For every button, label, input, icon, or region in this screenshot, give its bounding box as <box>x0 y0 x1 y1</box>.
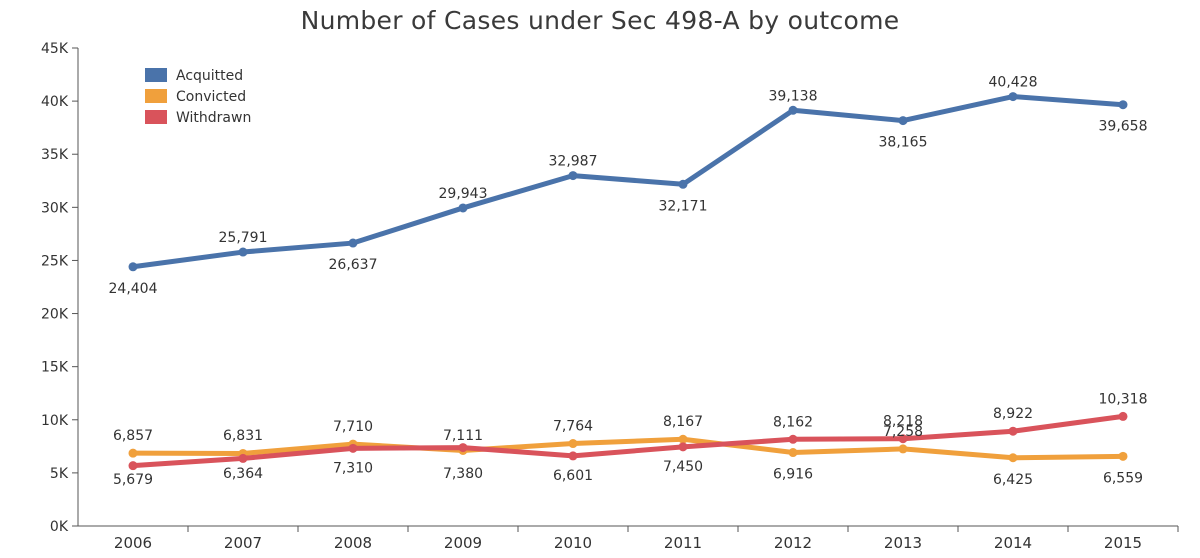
data-label-withdrawn: 5,679 <box>113 472 153 488</box>
series-line-withdrawn <box>130 413 1126 469</box>
data-point-acquitted <box>898 116 908 126</box>
data-point-convicted <box>1118 451 1128 461</box>
y-tick-label: 25K <box>41 253 69 269</box>
data-point-convicted <box>788 448 798 458</box>
legend-swatch-convicted <box>145 89 167 103</box>
data-point-convicted <box>898 444 908 454</box>
data-point-acquitted <box>1008 92 1018 102</box>
y-tick-label: 20K <box>41 307 69 323</box>
data-label-acquitted: 39,658 <box>1099 119 1148 135</box>
data-label-acquitted: 39,138 <box>769 88 818 104</box>
data-point-withdrawn <box>678 442 688 452</box>
x-tick-label: 2006 <box>114 534 152 552</box>
data-point-acquitted <box>1118 100 1128 110</box>
data-label-convicted: 7,710 <box>333 419 373 435</box>
legend-label-convicted: Convicted <box>176 89 246 105</box>
data-label-withdrawn: 6,601 <box>553 468 593 484</box>
x-tick-label: 2008 <box>334 534 372 552</box>
legend-label-acquitted: Acquitted <box>176 68 243 84</box>
data-point-acquitted <box>128 262 138 272</box>
data-label-convicted: 7,111 <box>443 428 483 444</box>
data-label-acquitted: 32,987 <box>549 154 598 170</box>
x-tick-label: 2011 <box>664 534 702 552</box>
data-label-withdrawn: 10,318 <box>1099 391 1148 407</box>
data-point-withdrawn <box>458 443 468 453</box>
data-label-withdrawn: 8,218 <box>883 414 923 430</box>
data-point-acquitted <box>238 247 248 257</box>
data-label-acquitted: 29,943 <box>439 186 488 202</box>
y-tick-label: 40K <box>41 94 69 110</box>
data-point-convicted <box>128 448 138 458</box>
x-tick-label: 2007 <box>224 534 262 552</box>
chart-title: Number of Cases under Sec 498-A by outco… <box>300 6 900 35</box>
x-tick-label: 2015 <box>1104 534 1142 552</box>
data-point-acquitted <box>678 179 688 189</box>
data-label-convicted: 8,167 <box>663 414 703 430</box>
y-tick-label: 30K <box>41 200 69 216</box>
y-tick-label: 5K <box>50 466 69 482</box>
data-label-acquitted: 38,165 <box>879 135 928 151</box>
data-label-acquitted: 26,637 <box>329 257 378 273</box>
data-point-withdrawn <box>128 461 138 471</box>
data-point-withdrawn <box>568 451 578 461</box>
data-point-acquitted <box>568 171 578 181</box>
data-label-convicted: 7,258 <box>883 424 923 440</box>
data-point-withdrawn <box>1008 426 1018 436</box>
data-label-withdrawn: 7,450 <box>663 459 703 475</box>
data-point-acquitted <box>348 238 358 248</box>
x-tick-label: 2009 <box>444 534 482 552</box>
data-label-acquitted: 40,428 <box>989 75 1038 91</box>
data-point-convicted <box>568 439 578 449</box>
data-label-convicted: 6,857 <box>113 428 153 444</box>
data-label-convicted: 6,559 <box>1103 470 1143 486</box>
y-tick-label: 45K <box>41 41 69 57</box>
y-tick-label: 15K <box>41 360 69 376</box>
data-label-withdrawn: 7,310 <box>333 460 373 476</box>
y-tick-label: 10K <box>41 413 69 429</box>
data-label-withdrawn: 8,922 <box>993 406 1033 422</box>
data-point-convicted <box>1008 453 1018 463</box>
data-label-acquitted: 24,404 <box>109 281 158 297</box>
y-tick-label: 0K <box>50 519 69 535</box>
legend-swatch-acquitted <box>145 68 167 82</box>
data-point-withdrawn <box>788 434 798 444</box>
data-label-acquitted: 32,171 <box>659 198 708 214</box>
series-line-convicted <box>130 436 1126 461</box>
data-label-withdrawn: 6,364 <box>223 466 263 482</box>
data-point-convicted <box>678 434 688 444</box>
data-point-withdrawn <box>348 443 358 453</box>
y-tick-label: 35K <box>41 147 69 163</box>
legend-swatch-withdrawn <box>145 110 167 124</box>
x-tick-label: 2012 <box>774 534 812 552</box>
data-point-withdrawn <box>238 453 248 463</box>
series-line-acquitted <box>130 94 1126 270</box>
data-label-convicted: 6,425 <box>993 472 1033 488</box>
data-label-withdrawn: 7,380 <box>443 466 483 482</box>
data-label-withdrawn: 8,162 <box>773 414 813 430</box>
data-point-acquitted <box>458 203 468 213</box>
data-label-convicted: 6,831 <box>223 428 263 444</box>
x-tick-label: 2013 <box>884 534 922 552</box>
data-label-convicted: 6,916 <box>773 467 813 483</box>
x-tick-label: 2010 <box>554 534 592 552</box>
data-point-withdrawn <box>1118 411 1128 421</box>
x-tick-label: 2014 <box>994 534 1032 552</box>
data-point-acquitted <box>788 105 798 115</box>
data-label-acquitted: 25,791 <box>219 230 268 246</box>
data-point-withdrawn <box>898 434 908 444</box>
data-label-convicted: 7,764 <box>553 419 593 435</box>
legend-label-withdrawn: Withdrawn <box>176 110 251 126</box>
